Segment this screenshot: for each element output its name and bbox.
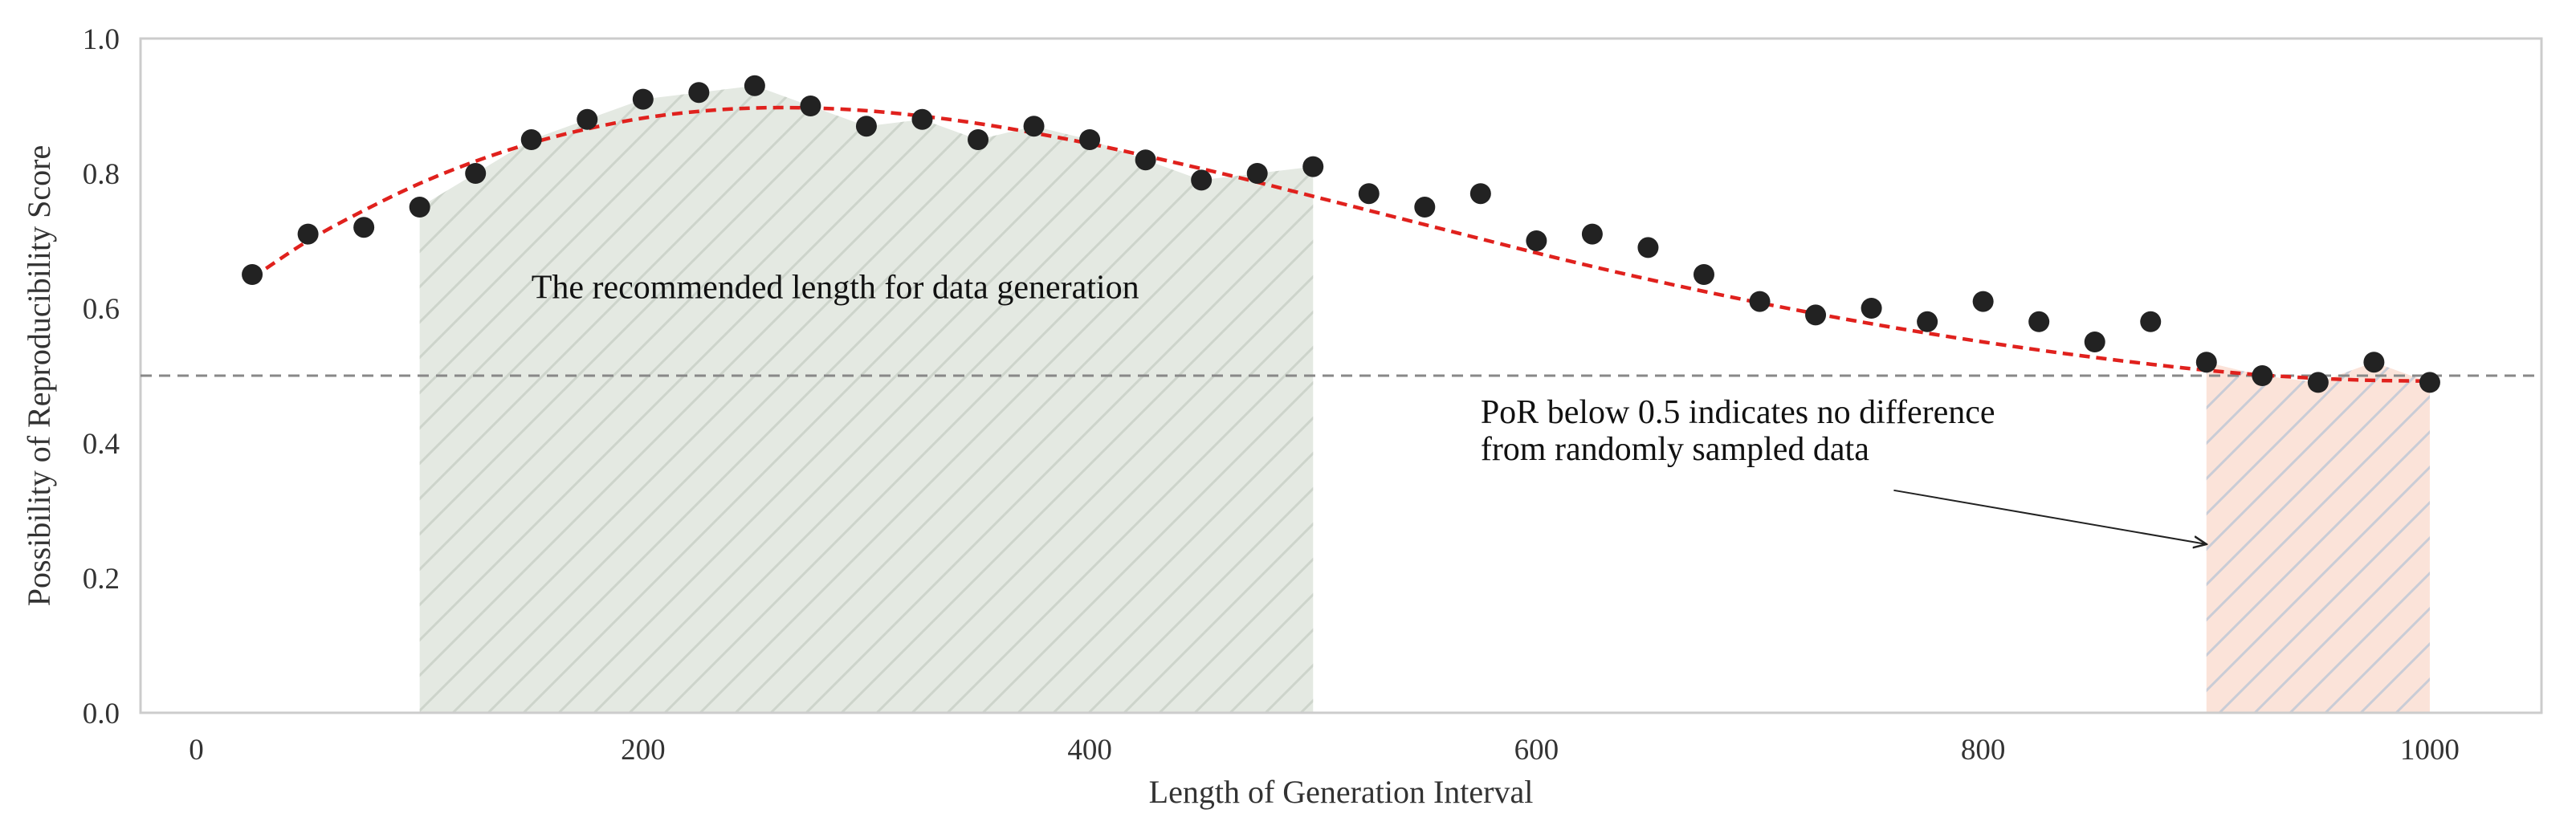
data-points — [242, 75, 2440, 393]
y-tick-label: 0.0 — [83, 698, 120, 730]
data-point — [2419, 372, 2440, 393]
data-point — [409, 197, 430, 218]
data-point — [2195, 352, 2217, 373]
data-point — [1972, 291, 1994, 312]
annotation-arrow — [1893, 489, 2206, 544]
x-tick-label: 1000 — [2400, 734, 2460, 767]
below-threshold-region-hatch — [2206, 362, 2430, 713]
recommended-region-hatch — [419, 85, 1314, 714]
data-point — [968, 129, 989, 150]
data-point — [1414, 197, 1436, 218]
x-axis-ticks: 0 200 400 600 800 1000 — [189, 734, 2460, 767]
data-point — [1358, 183, 1380, 205]
data-point — [855, 116, 877, 137]
y-tick-label: 0.6 — [83, 293, 120, 326]
y-tick-label: 0.2 — [83, 563, 120, 596]
x-tick-label: 600 — [1514, 734, 1559, 767]
x-tick-label: 400 — [1067, 734, 1112, 767]
data-point — [2363, 352, 2385, 373]
data-point — [353, 217, 375, 238]
y-tick-label: 0.4 — [83, 428, 120, 461]
data-point — [1805, 304, 1827, 326]
data-point — [911, 108, 933, 130]
data-point — [1637, 237, 1659, 258]
data-point — [2028, 311, 2050, 332]
data-point — [2307, 372, 2329, 393]
data-point — [1469, 183, 1491, 205]
x-axis-label: Length of Generation Interval — [1149, 774, 1534, 810]
data-point — [1693, 264, 1714, 285]
data-point — [242, 264, 263, 285]
data-point — [2140, 311, 2162, 332]
data-point — [1079, 129, 1101, 150]
threshold-annotation-line-1: PoR below 0.5 indicates no difference — [1481, 394, 1995, 431]
y-tick-label: 0.8 — [83, 158, 120, 191]
data-point — [577, 108, 598, 130]
data-point — [1749, 291, 1771, 312]
y-axis-label: Possibility of Reproducibility Score — [21, 145, 57, 606]
x-tick-label: 0 — [189, 734, 204, 767]
data-point — [1135, 149, 1156, 171]
data-point — [1023, 116, 1045, 137]
data-point — [1526, 230, 1547, 251]
data-point — [520, 129, 542, 150]
data-point — [632, 88, 654, 110]
data-point — [1302, 156, 1324, 177]
data-point — [2252, 365, 2273, 386]
x-tick-label: 200 — [621, 734, 666, 767]
x-tick-label: 800 — [1961, 734, 2006, 767]
shaded-regions — [419, 85, 2430, 714]
data-point — [465, 163, 487, 184]
data-point — [297, 223, 319, 245]
data-point — [1581, 223, 1603, 245]
y-axis-ticks: 0.0 0.2 0.4 0.6 0.8 1.0 — [83, 23, 120, 730]
trend-line — [251, 105, 2430, 383]
y-tick-label: 1.0 — [83, 23, 120, 56]
data-point — [1246, 163, 1268, 184]
data-point — [1861, 298, 1882, 319]
data-point — [688, 82, 710, 104]
data-point — [800, 96, 821, 116]
threshold-annotation-line-2: from randomly sampled data — [1481, 431, 1869, 468]
data-point — [1191, 169, 1213, 191]
data-point — [2084, 332, 2105, 352]
data-point — [744, 75, 765, 96]
data-point — [1917, 311, 1938, 332]
recommended-length-annotation: The recommended length for data generati… — [532, 269, 1139, 306]
